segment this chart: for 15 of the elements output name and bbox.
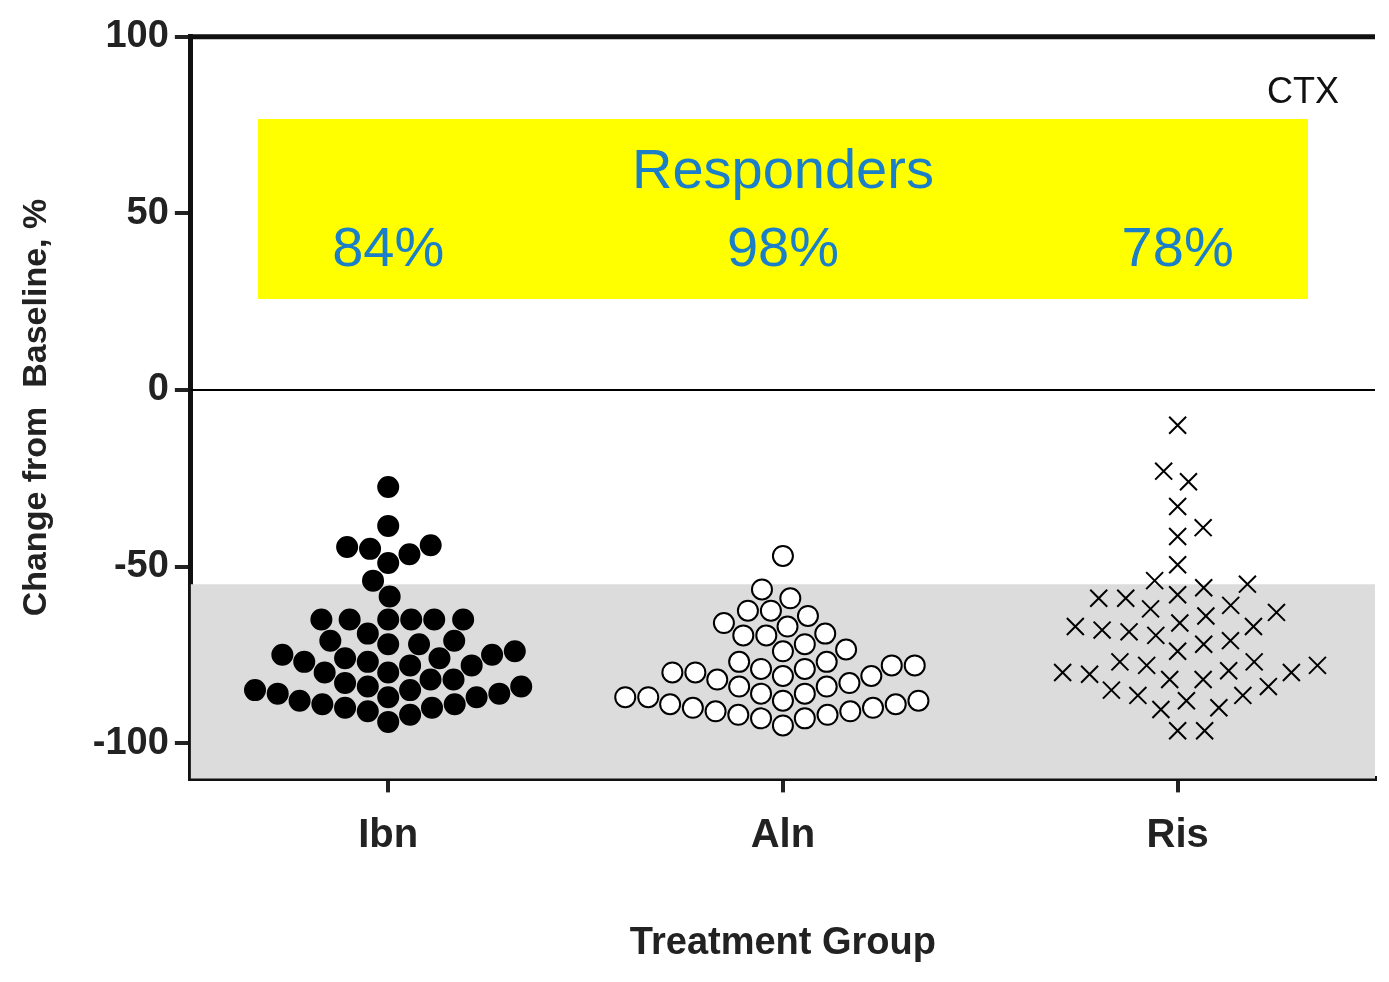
- y-tick-label: 50: [126, 189, 169, 232]
- annotation: 98%: [726, 215, 839, 280]
- x-tick-label: Aln: [750, 811, 816, 856]
- x-tick-label: Ibn: [358, 811, 419, 856]
- annotation: 78%: [1121, 215, 1234, 280]
- y-tick-label: 100: [105, 13, 169, 56]
- text: CTX: [1267, 69, 1339, 111]
- y-tick-label: 0: [147, 366, 169, 409]
- x-axis-title: Treatment Group: [629, 919, 937, 962]
- x-tick-label: Ris: [1146, 811, 1209, 856]
- y-tick-label: -50: [113, 543, 169, 585]
- annotation: Responders: [631, 137, 934, 202]
- annotation: 84%: [332, 215, 445, 280]
- y-axis-title: Change from Baseline, %: [14, 198, 53, 617]
- y-tick-label: -100: [92, 719, 169, 762]
